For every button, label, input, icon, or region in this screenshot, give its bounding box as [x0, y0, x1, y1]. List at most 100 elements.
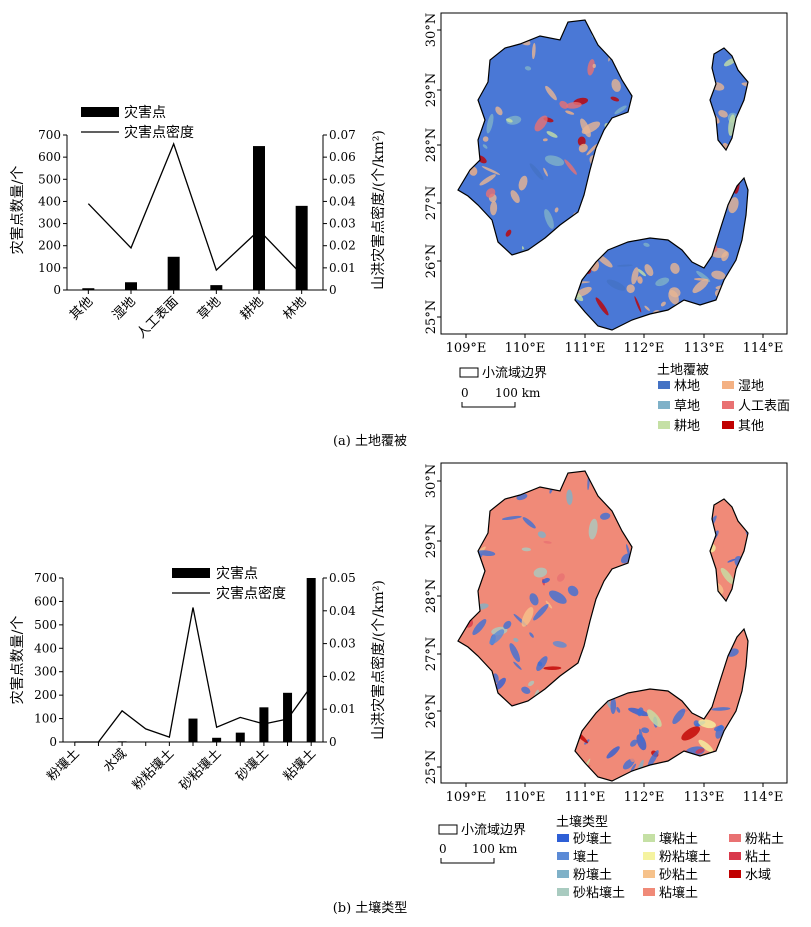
map-patch	[533, 604, 549, 621]
scale-zero: 0	[439, 842, 447, 856]
map-legend-label: 耕地	[674, 418, 700, 434]
map-patch	[543, 666, 562, 670]
map-patch	[545, 85, 557, 101]
map-patch	[711, 270, 726, 280]
map-legend-label: 壤粘土	[659, 831, 698, 847]
y-tick-label-right: 0.02	[329, 669, 356, 683]
map-x-tick-label: 110°E	[505, 790, 546, 805]
caption-a: (a) 土地覆被	[333, 434, 407, 449]
map-patch	[522, 517, 536, 529]
map-legend-swatch	[729, 870, 741, 878]
map-patch	[544, 155, 565, 166]
map-x-tick-label: 111°E	[565, 790, 606, 805]
map-patch	[643, 242, 650, 247]
map-legend-swatch	[557, 834, 569, 842]
map-y-tick-label: 30°N	[424, 464, 439, 498]
x-tick-label: 耕地	[237, 294, 267, 324]
map-patch	[545, 600, 553, 609]
y-tick-label-right: 0.06	[329, 150, 356, 164]
bar	[82, 288, 95, 290]
map-legend-label: 水域	[745, 868, 771, 883]
map-patch	[472, 619, 487, 636]
map-patch	[626, 284, 635, 294]
map-patch	[521, 607, 534, 627]
bar	[167, 256, 180, 290]
map-patch	[660, 301, 666, 307]
map-y-tick-label: 26°N	[424, 244, 439, 278]
map-patch	[566, 489, 573, 505]
x-tick-label: 其他	[67, 294, 96, 323]
map-legend-label: 壤土	[573, 849, 599, 865]
map-y-tick-label: 25°N	[424, 300, 439, 334]
map-legend-swatch	[658, 381, 670, 389]
bar	[253, 146, 265, 290]
map-patch	[543, 541, 552, 544]
map-x-tick-label: 114°E	[743, 341, 784, 356]
bar	[212, 737, 222, 742]
boundary-legend-swatch	[438, 824, 458, 835]
map-patch	[518, 175, 528, 191]
map-patch	[513, 661, 522, 670]
map-patch	[644, 305, 650, 311]
map-patch	[490, 201, 498, 216]
map-legend-swatch	[643, 870, 655, 878]
map-patch	[641, 727, 650, 734]
map-patch	[611, 79, 621, 92]
map-patch	[486, 113, 494, 134]
x-tick-label: 粉粘壤土	[129, 746, 177, 794]
bar	[235, 732, 245, 742]
map-patch	[503, 620, 512, 630]
map-patch	[521, 686, 531, 694]
bar	[306, 578, 316, 742]
x-tick-label: 水域	[101, 746, 130, 775]
map-patch	[537, 531, 546, 538]
scale-zero: 0	[461, 386, 469, 400]
map-patch	[565, 102, 582, 109]
watershed-boundary	[457, 470, 633, 707]
scale-bar	[461, 402, 516, 408]
y-tick-label: 0	[49, 735, 57, 749]
scale-100: 100 km	[472, 842, 518, 856]
map-patch	[482, 136, 489, 142]
map-legend-swatch	[557, 870, 569, 878]
map-patch	[616, 264, 633, 267]
y-tick-label-right: 0.01	[329, 702, 356, 716]
x-tick-label: 粘壤土	[280, 746, 319, 785]
map-x-tick-label: 109°E	[446, 341, 487, 356]
map-patch	[669, 287, 681, 298]
map-x-tick-label: 113°E	[684, 341, 725, 356]
map-legend-swatch	[729, 852, 741, 860]
scale-100: 100 km	[495, 386, 541, 400]
map-patch	[549, 590, 567, 604]
legend-bar-swatch	[81, 107, 119, 117]
map-legend-label: 砂壤土	[573, 831, 612, 847]
watershed-boundary	[574, 176, 749, 331]
map-patch	[647, 709, 662, 727]
map-y-tick-label: 27°N	[424, 637, 439, 671]
boundary-legend-label: 小流域边界	[482, 366, 547, 381]
x-tick-label: 草地	[195, 294, 224, 323]
boundary-legend-swatch	[459, 367, 479, 378]
map-patch	[554, 207, 559, 213]
y-tick-label: 200	[38, 239, 61, 253]
bar	[295, 205, 308, 290]
map-patch	[727, 558, 736, 563]
map-patch	[644, 264, 654, 277]
map-patch	[681, 726, 701, 741]
map-patch	[565, 110, 575, 115]
map-patch	[521, 547, 532, 552]
watershed-boundary	[709, 47, 749, 152]
map-patch	[631, 267, 639, 285]
map-patch	[531, 43, 536, 60]
map-legend-label: 砂粘壤土	[573, 885, 625, 901]
map-y-tick-label: 28°N	[424, 579, 439, 613]
y-tick-label: 400	[34, 641, 57, 655]
chart-a: 0 100 200 300 400 500 600 700 0 0.01 0.02 0.03 0.04 0…	[9, 104, 387, 342]
map-patch	[719, 546, 727, 566]
map-patch	[482, 144, 488, 149]
map-patch	[606, 746, 620, 759]
y-axis-label-left: 灾害点数量/个	[9, 616, 26, 705]
density-line	[87, 142, 303, 275]
map-patch	[671, 745, 680, 752]
map-patch	[639, 728, 644, 743]
